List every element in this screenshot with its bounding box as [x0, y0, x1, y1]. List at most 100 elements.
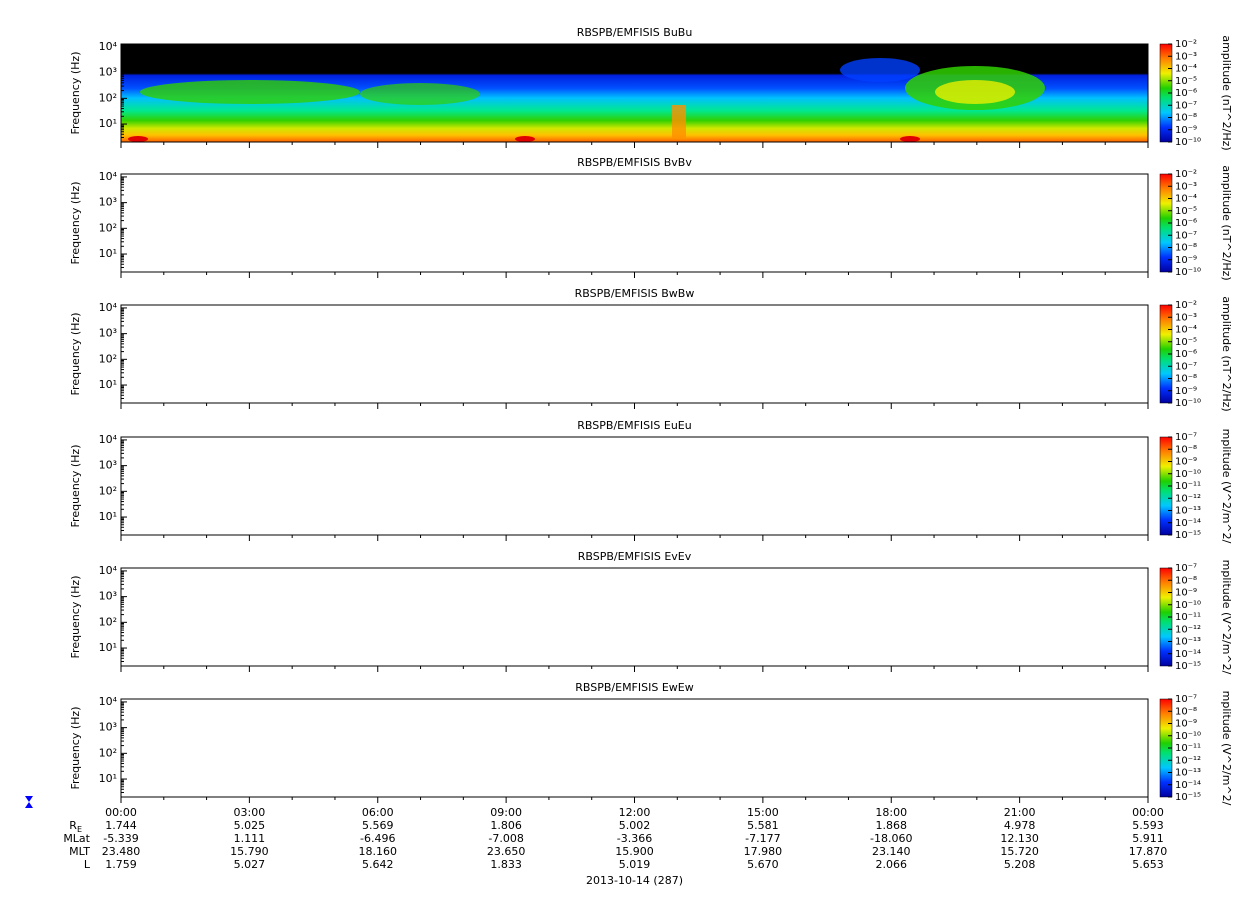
- y-tick-label: 10⁴: [99, 433, 118, 446]
- y-axis-label: Frequency (Hz): [69, 313, 82, 396]
- colorbar-tick-label: 10⁻⁷: [1175, 230, 1197, 241]
- ephemeris-value: 5.208: [1004, 858, 1036, 871]
- colorbar-tick-label: 10⁻³: [1175, 181, 1197, 192]
- colorbar-tick-label: 10⁻⁸: [1175, 374, 1197, 385]
- colorbar-tick-label: 10⁻¹⁵: [1175, 530, 1201, 541]
- colorbar-label: amplitude (nT^2/Hz): [1220, 165, 1233, 280]
- colorbar-tick-label: 10⁻⁹: [1175, 386, 1197, 397]
- ephemeris-value: 5.670: [747, 858, 779, 871]
- x-tick-label: 18:00: [875, 806, 907, 819]
- colorbar-tick-label: 10⁻⁴: [1175, 194, 1197, 205]
- colorbar-tick-label: 10⁻⁷: [1175, 563, 1197, 574]
- ephemeris-label-text: MLat: [63, 832, 90, 845]
- colorbar-tick-label: 10⁻⁴: [1175, 325, 1197, 336]
- colorbar-tick-label: 10⁻¹⁰: [1175, 398, 1201, 409]
- ephemeris-value: -18.060: [870, 832, 912, 845]
- colorbar-tick-label: 10⁻⁶: [1175, 218, 1197, 229]
- colorbar-tick-label: 10⁻⁹: [1175, 457, 1197, 468]
- date-label: 2013-10-14 (287): [586, 874, 683, 887]
- ephemeris-value: 12.130: [1000, 832, 1039, 845]
- colorbar-tick-label: 10⁻¹⁴: [1175, 780, 1201, 791]
- y-tick-label: 10²: [99, 352, 117, 365]
- ephemeris-value: 15.790: [230, 845, 269, 858]
- ephemeris-value: 5.002: [619, 819, 651, 832]
- ephemeris-value: 15.900: [615, 845, 654, 858]
- x-tick-label: 09:00: [490, 806, 522, 819]
- colorbar-tick-label: 10⁻¹⁰: [1175, 469, 1201, 480]
- colorbar-label: amplitude (nT^2/Hz): [1220, 35, 1233, 150]
- colorbar-tick-label: 10⁻⁴: [1175, 64, 1197, 75]
- plot-frame: [120, 173, 1149, 273]
- colorbar-tick-label: 10⁻⁹: [1175, 588, 1197, 599]
- colorbar-tick-label: 10⁻³: [1175, 51, 1197, 62]
- ephemeris-label: MLT: [69, 845, 90, 858]
- colorbar-tick-label: 10⁻⁵: [1175, 337, 1197, 348]
- colorbar-tick-label: 10⁻¹⁴: [1175, 649, 1201, 660]
- y-tick-label: 10⁴: [99, 564, 118, 577]
- colorbar-tick-label: 10⁻⁸: [1175, 706, 1197, 717]
- x-tick-label: 12:00: [619, 806, 651, 819]
- y-tick-label: 10⁴: [99, 170, 118, 183]
- colorbar-tick-label: 10⁻¹³: [1175, 637, 1201, 648]
- colorbar-tick-label: 10⁻¹²: [1175, 624, 1201, 635]
- y-tick-label: 10³: [99, 66, 117, 79]
- ephemeris-value: 5.569: [362, 819, 394, 832]
- y-tick-label: 10²: [99, 746, 117, 759]
- ephemeris-value: 1.868: [876, 819, 908, 832]
- colorbar-tick-label: 10⁻⁶: [1175, 349, 1197, 360]
- colorbar-tick-label: 10⁻²: [1175, 169, 1197, 180]
- x-tick-label: 00:00: [1132, 806, 1164, 819]
- panel-title: RBSPB/EMFISIS BvBv: [577, 156, 692, 169]
- plot-frame: [120, 304, 1149, 404]
- ephemeris-value: -7.008: [488, 832, 523, 845]
- colorbar-label: mplitude (V^2/m^2/: [1220, 429, 1233, 544]
- ephemeris-value: 23.140: [872, 845, 911, 858]
- y-tick-label: 10²: [99, 221, 117, 234]
- y-tick-label: 10²: [99, 91, 117, 104]
- ephemeris-label-text: MLT: [69, 845, 90, 858]
- y-tick-label: 10³: [99, 196, 117, 209]
- ephemeris-label: L: [84, 858, 91, 871]
- y-tick-label: 10¹: [99, 247, 117, 260]
- ephemeris-value: 23.650: [487, 845, 526, 858]
- colorbar-tick-label: 10⁻¹¹: [1175, 743, 1201, 754]
- y-tick-label: 10²: [99, 615, 117, 628]
- x-tick-label: 21:00: [1004, 806, 1036, 819]
- colorbar-tick-label: 10⁻⁵: [1175, 206, 1197, 217]
- ephemeris-value: 1.111: [234, 832, 266, 845]
- colorbar-tick-label: 10⁻⁷: [1175, 100, 1197, 111]
- ephemeris-value: 5.027: [234, 858, 266, 871]
- ephemeris-value: 18.160: [359, 845, 398, 858]
- colorbar-tick-label: 10⁻³: [1175, 312, 1197, 323]
- ephemeris-label-text: R: [69, 819, 77, 832]
- y-tick-label: 10⁴: [99, 695, 118, 708]
- colorbar-tick-label: 10⁻¹⁰: [1175, 137, 1201, 148]
- ephemeris-value: 17.870: [1129, 845, 1168, 858]
- y-tick-label: 10³: [99, 327, 117, 340]
- colorbar-tick-label: 10⁻¹⁵: [1175, 661, 1201, 672]
- ephemeris-value: 17.980: [744, 845, 783, 858]
- colorbar-tick-label: 10⁻¹³: [1175, 768, 1201, 779]
- y-axis-label: Frequency (Hz): [69, 707, 82, 790]
- colorbar-tick-label: 10⁻¹²: [1175, 755, 1201, 766]
- ephemeris-value: 23.480: [102, 845, 141, 858]
- ephemeris-value: 5.642: [362, 858, 394, 871]
- ephemeris-label-subscript: E: [77, 825, 82, 834]
- y-tick-label: 10¹: [99, 117, 117, 130]
- colorbar-tick-label: 10⁻¹³: [1175, 506, 1201, 517]
- colorbar-label: amplitude (nT^2/Hz): [1220, 296, 1233, 411]
- colorbar-tick-label: 10⁻¹⁴: [1175, 518, 1201, 529]
- y-axis-label: Frequency (Hz): [69, 182, 82, 265]
- colorbar-tick-label: 10⁻¹⁰: [1175, 600, 1201, 611]
- colorbar-tick-label: 10⁻²: [1175, 39, 1197, 50]
- colorbar-tick-label: 10⁻⁷: [1175, 694, 1197, 705]
- ephemeris-label: RE: [69, 819, 82, 834]
- ephemeris-value: 5.025: [234, 819, 266, 832]
- colorbar-label: mplitude (V^2/m^2/: [1220, 560, 1233, 675]
- y-axis-label: Frequency (Hz): [69, 445, 82, 528]
- spectrogram-image: [121, 44, 1148, 142]
- ephemeris-label-text: L: [84, 858, 91, 871]
- ephemeris-value: 15.720: [1000, 845, 1039, 858]
- colorbar-tick-label: 10⁻¹⁰: [1175, 267, 1201, 278]
